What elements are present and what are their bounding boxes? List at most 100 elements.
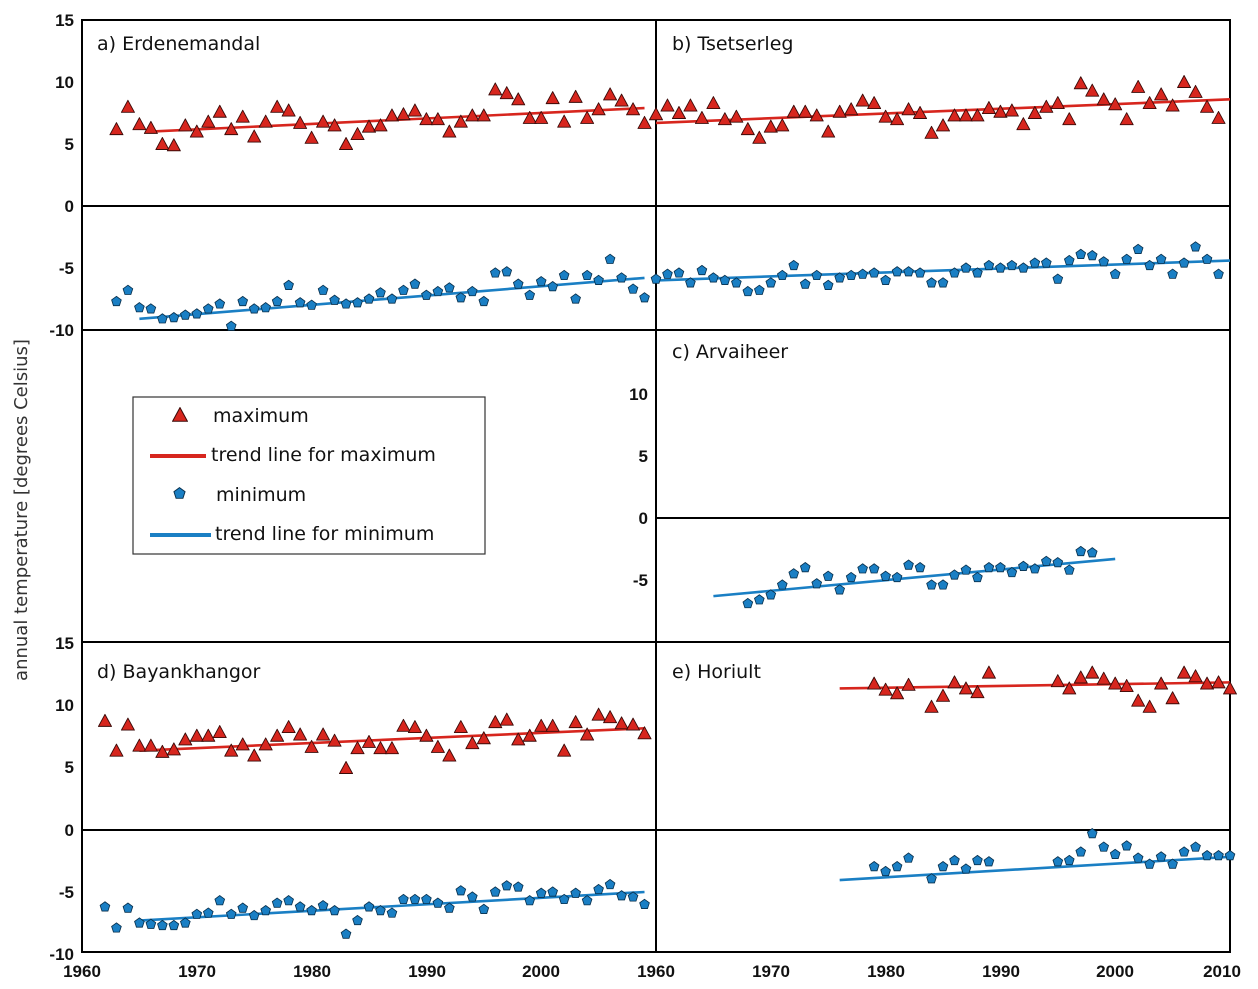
max-point xyxy=(545,91,560,105)
min-point xyxy=(995,262,1006,273)
min-point xyxy=(490,267,501,278)
max-point xyxy=(844,102,859,116)
max-point xyxy=(499,86,514,100)
max-point xyxy=(442,748,457,762)
trend-line-max xyxy=(139,727,645,752)
min-point xyxy=(1213,268,1224,279)
min-point xyxy=(868,267,880,278)
min-point xyxy=(1155,253,1167,264)
max-point xyxy=(1131,693,1146,707)
max-point xyxy=(132,117,147,131)
min-point xyxy=(777,269,788,281)
xtick: 1960 xyxy=(63,962,101,981)
xtick: 1960 xyxy=(637,962,675,981)
max-point xyxy=(534,718,549,732)
panel-title-d: d) Bayankhangor xyxy=(97,661,261,683)
max-point xyxy=(178,732,193,746)
max-point xyxy=(775,118,790,132)
panel-2-series xyxy=(713,545,1116,609)
min-point xyxy=(960,564,972,575)
min-point xyxy=(777,579,788,590)
min-point xyxy=(363,901,375,912)
max-point xyxy=(258,114,273,128)
min-point xyxy=(754,284,765,295)
max-point xyxy=(580,111,595,124)
min-point xyxy=(547,281,558,292)
min-point xyxy=(754,594,765,605)
min-point xyxy=(788,568,800,579)
max-point xyxy=(694,111,709,124)
max-point xyxy=(706,96,721,110)
min-point xyxy=(788,259,800,271)
max-point xyxy=(924,699,939,713)
max-point xyxy=(901,102,916,116)
panel-0-series xyxy=(109,82,652,331)
max-point xyxy=(201,728,216,742)
max-point xyxy=(385,108,399,122)
max-point xyxy=(591,707,606,721)
max-point xyxy=(936,688,950,702)
min-point xyxy=(294,901,306,912)
max-point xyxy=(350,127,365,141)
min-point xyxy=(799,278,811,289)
min-point xyxy=(1167,268,1178,279)
max-point xyxy=(568,89,583,103)
min-point xyxy=(708,272,719,283)
max-point xyxy=(235,109,250,123)
max-point xyxy=(786,104,801,118)
min-point xyxy=(914,562,926,573)
max-point xyxy=(1154,87,1169,101)
min-point xyxy=(168,312,180,323)
min-point xyxy=(1018,262,1029,273)
min-point xyxy=(352,914,363,926)
min-point xyxy=(294,297,306,308)
max-point xyxy=(568,715,583,729)
min-point xyxy=(398,893,409,905)
ytick: 10 xyxy=(55,696,74,715)
min-point xyxy=(1144,259,1155,271)
min-point xyxy=(1121,253,1132,264)
min-point xyxy=(1132,243,1144,254)
max-point xyxy=(867,676,882,690)
max-point xyxy=(522,728,537,742)
min-point xyxy=(972,571,983,583)
min-point xyxy=(845,571,857,583)
max-point xyxy=(729,109,744,123)
max-point xyxy=(385,741,399,755)
min-point xyxy=(455,885,467,896)
min-point xyxy=(731,277,742,288)
min-point xyxy=(1224,850,1236,861)
min-point xyxy=(880,274,891,285)
max-point xyxy=(1085,83,1100,97)
max-point xyxy=(316,727,331,741)
max-point xyxy=(752,130,767,144)
min-point xyxy=(271,295,283,307)
max-point xyxy=(924,125,939,139)
ytick: -10 xyxy=(49,945,74,964)
min-point xyxy=(673,267,685,278)
y-axis-label: annual temperature [degrees Celsius] xyxy=(11,339,32,681)
xtick: 2010 xyxy=(1203,962,1241,981)
min-point xyxy=(742,598,754,609)
ytick: -5 xyxy=(59,259,74,278)
min-point xyxy=(1155,851,1167,862)
max-point xyxy=(981,665,996,679)
min-point xyxy=(891,861,903,872)
min-point xyxy=(1098,256,1109,267)
panel-title-a: a) Erdenemandal xyxy=(97,33,260,55)
xtick: 1990 xyxy=(408,962,446,981)
min-point xyxy=(1075,846,1087,857)
min-point xyxy=(1018,560,1029,571)
max-point xyxy=(603,87,618,101)
min-point xyxy=(570,293,581,304)
max-point xyxy=(132,738,147,752)
panel-4-series xyxy=(839,665,1237,884)
min-point xyxy=(317,284,329,295)
min-point xyxy=(1178,257,1190,268)
min-point xyxy=(283,895,294,906)
min-point xyxy=(811,578,822,589)
min-point xyxy=(478,903,490,914)
max-point xyxy=(442,124,457,138)
min-point xyxy=(386,907,398,918)
y-ticks-bottom-left: 15 10 5 0 -5 -10 xyxy=(49,634,74,964)
